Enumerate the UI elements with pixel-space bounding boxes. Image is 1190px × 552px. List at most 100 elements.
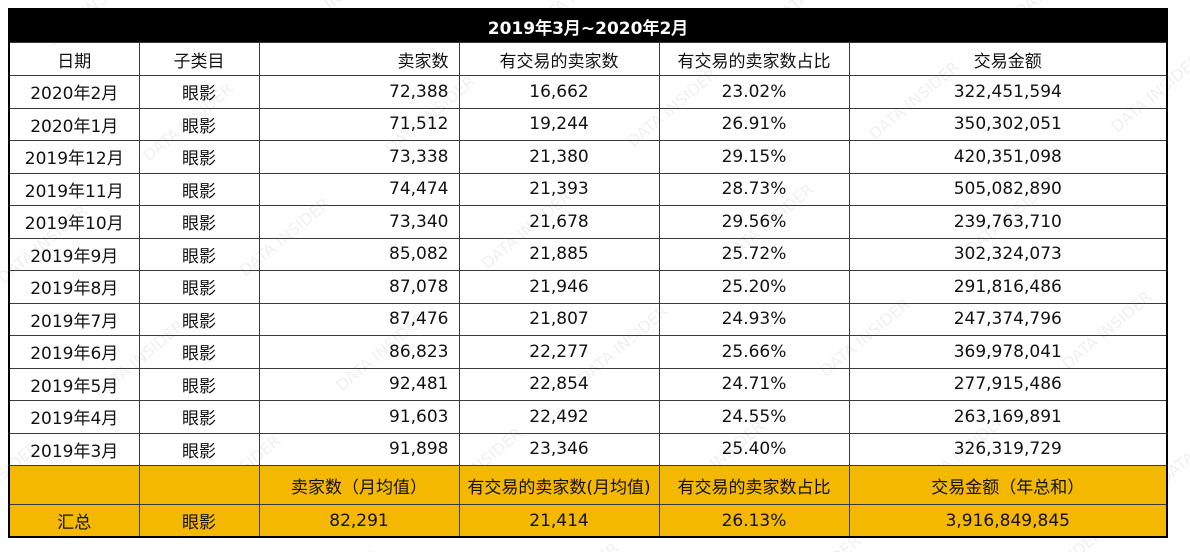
cell-trading-ratio: 29.15% (658, 140, 850, 174)
cell-trading-sellers: 22,854 (458, 367, 660, 401)
cell-date: 2019年12月 (8, 140, 140, 174)
table-row: 2019年9月 眼影 85,082 21,885 25.72% 302,324,073 (8, 237, 1168, 271)
cell-trading-ratio: 24.55% (658, 400, 850, 434)
cell-subcategory: 眼影 (138, 302, 260, 336)
summary-header-row: 卖家数（月均值） 有交易的卖家数(月均值) 有交易的卖家数占比 交易金额（年总和） (8, 465, 1168, 505)
cell-trading-ratio: 28.73% (658, 172, 850, 206)
cell-trading-sellers: 16,662 (458, 75, 660, 109)
cell-date: 2020年1月 (8, 107, 140, 141)
cell-amount: 322,451,594 (848, 75, 1168, 109)
table-row: 2019年6月 眼影 86,823 22,277 25.66% 369,978,041 (8, 335, 1168, 369)
cell-trading-sellers: 22,492 (458, 400, 660, 434)
cell-trading-ratio: 26.91% (658, 107, 850, 141)
cell-date: 2019年7月 (8, 302, 140, 336)
cell-amount: 302,324,073 (848, 237, 1168, 271)
table-row: 2019年4月 眼影 91,603 22,492 24.55% 263,169,891 (8, 400, 1168, 434)
cell-trading-ratio: 23.02% (658, 75, 850, 109)
cell-sellers: 71,512 (258, 107, 460, 141)
cell-sellers: 92,481 (258, 367, 460, 401)
cell-trading-sellers: 21,393 (458, 172, 660, 206)
cell-trading-sellers: 21,807 (458, 302, 660, 336)
table-row: 2019年8月 眼影 87,078 21,946 25.20% 291,816,486 (8, 270, 1168, 304)
header-amount: 交易金额 (848, 42, 1168, 76)
cell-sellers: 85,082 (258, 237, 460, 271)
cell-subcategory: 眼影 (138, 107, 260, 141)
cell-subcategory: 眼影 (138, 237, 260, 271)
cell-sellers: 86,823 (258, 335, 460, 369)
cell-amount: 326,319,729 (848, 432, 1168, 466)
cell-sellers: 87,476 (258, 302, 460, 336)
header-date: 日期 (8, 42, 140, 76)
table-row: 2019年5月 眼影 92,481 22,854 24.71% 277,915,486 (8, 367, 1168, 401)
cell-subcategory: 眼影 (138, 367, 260, 401)
cell-subcategory: 眼影 (138, 432, 260, 466)
cell-subcategory: 眼影 (138, 205, 260, 239)
summary-header-empty-2 (138, 465, 260, 505)
table-title-row: 2019年3月~2020年2月 (8, 8, 1168, 43)
cell-date: 2020年2月 (8, 75, 140, 109)
cell-sellers: 73,338 (258, 140, 460, 174)
cell-date: 2019年10月 (8, 205, 140, 239)
cell-date: 2019年9月 (8, 237, 140, 271)
summary-header-trading-sellers: 有交易的卖家数(月均值) (458, 465, 660, 505)
cell-trading-ratio: 24.71% (658, 367, 850, 401)
cell-subcategory: 眼影 (138, 140, 260, 174)
cell-trading-ratio: 25.20% (658, 270, 850, 304)
summary-header-empty-1 (8, 465, 140, 505)
cell-date: 2019年5月 (8, 367, 140, 401)
summary-trading-sellers: 21,414 (458, 504, 660, 538)
cell-sellers: 87,078 (258, 270, 460, 304)
cell-trading-ratio: 25.66% (658, 335, 850, 369)
cell-sellers: 91,898 (258, 432, 460, 466)
table-title: 2019年3月~2020年2月 (8, 8, 1168, 43)
table-row: 2019年7月 眼影 87,476 21,807 24.93% 247,374,796 (8, 302, 1168, 336)
summary-subcategory: 眼影 (138, 504, 260, 538)
cell-trading-sellers: 22,277 (458, 335, 660, 369)
cell-trading-sellers: 21,678 (458, 205, 660, 239)
cell-trading-ratio: 29.56% (658, 205, 850, 239)
summary-trading-ratio: 26.13% (658, 504, 850, 538)
summary-sellers: 82,291 (258, 504, 460, 538)
cell-sellers: 91,603 (258, 400, 460, 434)
summary-row: 汇总 眼影 82,291 21,414 26.13% 3,916,849,845 (8, 504, 1168, 538)
cell-sellers: 73,340 (258, 205, 460, 239)
cell-amount: 263,169,891 (848, 400, 1168, 434)
header-trading-sellers: 有交易的卖家数 (458, 42, 660, 76)
cell-trading-sellers: 23,346 (458, 432, 660, 466)
cell-subcategory: 眼影 (138, 400, 260, 434)
cell-amount: 420,351,098 (848, 140, 1168, 174)
cell-amount: 350,302,051 (848, 107, 1168, 141)
cell-trading-sellers: 21,885 (458, 237, 660, 271)
cell-trading-ratio: 25.72% (658, 237, 850, 271)
cell-amount: 277,915,486 (848, 367, 1168, 401)
summary-label: 汇总 (8, 504, 140, 538)
header-row: 日期 子类目 卖家数 有交易的卖家数 有交易的卖家数占比 交易金额 (8, 42, 1168, 76)
table-row: 2020年1月 眼影 71,512 19,244 26.91% 350,302,051 (8, 107, 1168, 141)
summary-header-sellers: 卖家数（月均值） (258, 465, 460, 505)
cell-subcategory: 眼影 (138, 335, 260, 369)
summary-header-amount: 交易金额（年总和） (848, 465, 1168, 505)
header-trading-ratio: 有交易的卖家数占比 (658, 42, 850, 76)
cell-subcategory: 眼影 (138, 172, 260, 206)
table-row: 2019年12月 眼影 73,338 21,380 29.15% 420,351,098 (8, 140, 1168, 174)
cell-trading-ratio: 24.93% (658, 302, 850, 336)
cell-trading-ratio: 25.40% (658, 432, 850, 466)
data-table: 2019年3月~2020年2月 日期 子类目 卖家数 有交易的卖家数 有交易的卖… (8, 8, 1169, 538)
cell-amount: 369,978,041 (848, 335, 1168, 369)
table-row: 2019年10月 眼影 73,340 21,678 29.56% 239,763,710 (8, 205, 1168, 239)
cell-trading-sellers: 21,380 (458, 140, 660, 174)
cell-sellers: 74,474 (258, 172, 460, 206)
header-sellers: 卖家数 (258, 42, 460, 76)
cell-amount: 239,763,710 (848, 205, 1168, 239)
cell-date: 2019年8月 (8, 270, 140, 304)
table-row: 2019年11月 眼影 74,474 21,393 28.73% 505,082,890 (8, 172, 1168, 206)
table-row: 2020年2月 眼影 72,388 16,662 23.02% 322,451,594 (8, 75, 1168, 109)
cell-sellers: 72,388 (258, 75, 460, 109)
cell-date: 2019年3月 (8, 432, 140, 466)
cell-date: 2019年4月 (8, 400, 140, 434)
cell-amount: 291,816,486 (848, 270, 1168, 304)
summary-amount: 3,916,849,845 (848, 504, 1168, 538)
summary-header-trading-ratio: 有交易的卖家数占比 (658, 465, 850, 505)
cell-trading-sellers: 21,946 (458, 270, 660, 304)
cell-amount: 505,082,890 (848, 172, 1168, 206)
